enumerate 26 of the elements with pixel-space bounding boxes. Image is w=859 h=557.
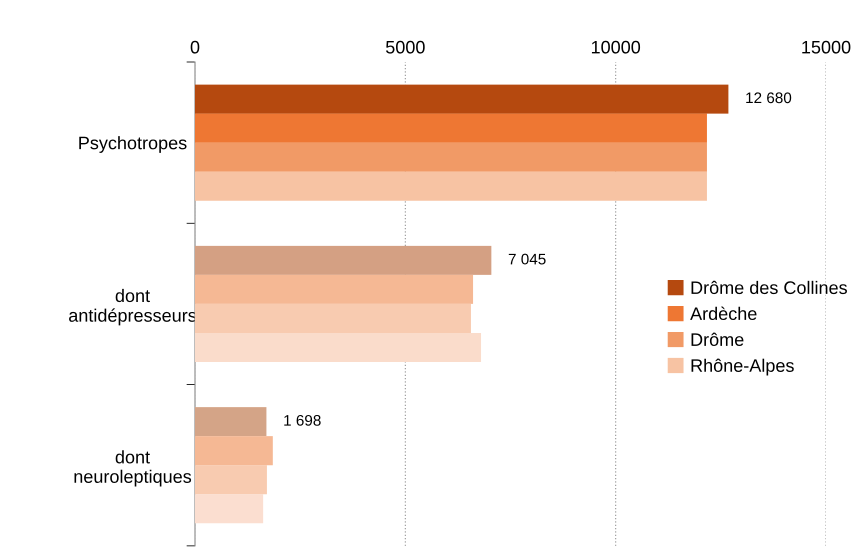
bar	[195, 84, 728, 114]
legend-label: Rhône-Alpes	[692, 358, 794, 376]
legend-label: Ardèche	[690, 306, 757, 320]
bar	[195, 274, 474, 304]
data-label: 12 680	[746, 92, 792, 104]
bar	[195, 494, 264, 524]
x-tick-label: 10000	[592, 40, 640, 54]
bar	[195, 332, 482, 362]
bar	[195, 304, 471, 333]
data-label: 1 698	[284, 414, 321, 426]
y-tick-label: Psychotropes	[79, 136, 187, 153]
bar	[195, 436, 273, 466]
x-tick-label: 15000	[802, 40, 850, 54]
y-tick-label: dont neuroleptiques	[74, 450, 192, 487]
data-label: 7 045	[508, 254, 546, 264]
bar	[195, 407, 266, 436]
bar	[195, 465, 267, 494]
legend-label: Drôme	[692, 332, 744, 346]
bar	[195, 142, 707, 172]
bar	[195, 114, 707, 143]
y-tick-label: dont antidépresseurs	[69, 288, 196, 326]
legend-label: Drôme des Collines	[692, 280, 847, 294]
bar	[195, 172, 707, 201]
bar	[195, 246, 492, 275]
x-tick-label: 0	[190, 40, 200, 54]
x-tick-label: 5000	[386, 40, 425, 54]
